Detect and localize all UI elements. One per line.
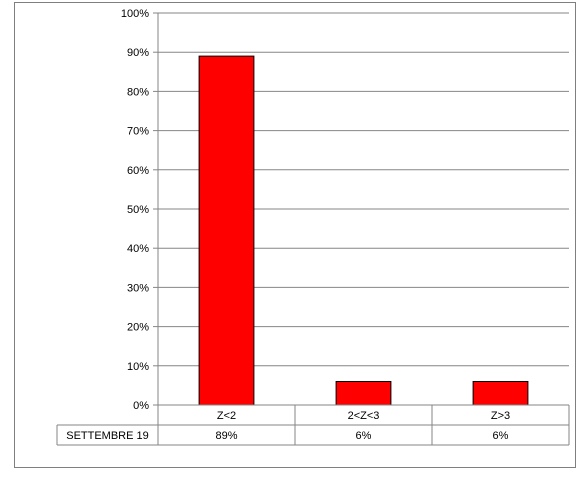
y-tick-label: 10% <box>127 361 149 373</box>
data-table-value: 6% <box>493 430 509 442</box>
bar-2 <box>472 380 529 406</box>
y-axis-ticks: 0% 10% 20% 30% 40% 50% 60% 70% 80% 90% 100% <box>121 8 159 412</box>
y-tick-label: 60% <box>127 165 149 177</box>
bar-1 <box>335 380 392 406</box>
x-category-label: Z<2 <box>217 410 236 422</box>
x-category-label: 2<Z<3 <box>348 410 380 422</box>
bar-0 <box>198 55 255 406</box>
y-tick-label: 70% <box>127 126 149 138</box>
bars <box>198 55 529 406</box>
y-tick-label: 50% <box>127 204 149 216</box>
data-table-value: 6% <box>356 430 372 442</box>
data-table-row-label: SETTEMBRE 19 <box>66 430 149 442</box>
y-tick-label: 30% <box>127 282 149 294</box>
y-tick-label: 0% <box>133 400 149 412</box>
data-table-value: 89% <box>215 430 237 442</box>
y-tick-label: 90% <box>127 47 149 59</box>
y-tick-label: 20% <box>127 322 149 334</box>
x-category-label: Z>3 <box>491 410 510 422</box>
y-tick-label: 100% <box>121 8 149 20</box>
data-table: Z<2 89% 2<Z<3 6% Z>3 6% SETTEMBRE 19 <box>56 404 570 446</box>
y-tick-label: 80% <box>127 86 149 98</box>
y-tick-label: 40% <box>127 243 149 255</box>
